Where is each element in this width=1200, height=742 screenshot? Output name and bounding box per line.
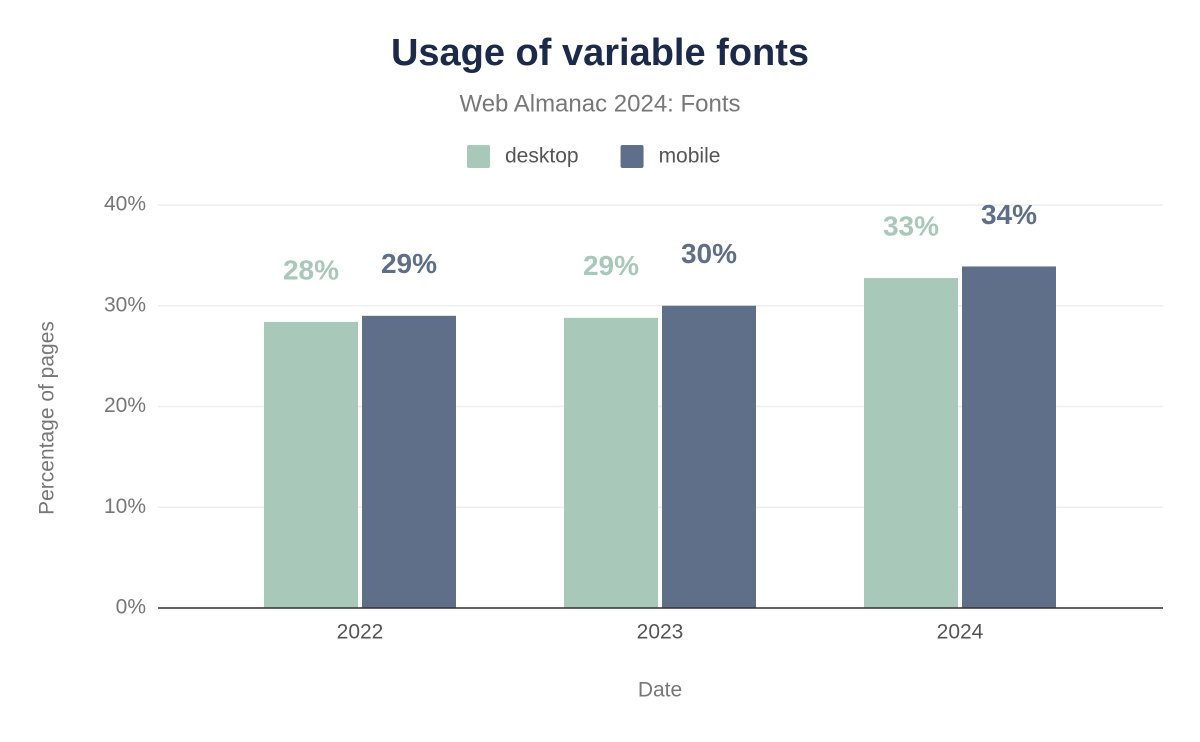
chart-subtitle: Web Almanac 2024: Fonts [459,90,740,117]
bar [662,305,756,608]
y-tick-label: 0% [116,596,146,619]
x-tick-label: 2022 [337,621,384,644]
y-tick-label: 30% [104,293,146,316]
bar [264,321,358,608]
legend-label: desktop [505,145,579,168]
chart-title: Usage of variable fonts [391,32,809,74]
x-axis-label: Date [638,679,682,702]
value-label: 29% [381,248,437,279]
bar [962,266,1056,608]
bar [564,317,658,608]
x-tick-label: 2024 [937,621,984,644]
legend-label: mobile [659,145,721,168]
y-tick-label: 20% [104,394,146,417]
legend-swatch [620,145,644,168]
bar [864,278,958,608]
bar [362,315,456,608]
y-tick-label: 10% [104,495,146,518]
x-tick-label: 2023 [637,621,684,644]
y-axis-label: Percentage of pages [36,321,59,515]
y-tick-label: 40% [104,193,146,216]
legend-swatch [467,145,490,168]
value-label: 30% [681,238,737,269]
value-label: 34% [981,199,1037,230]
value-label: 33% [883,210,939,241]
value-label: 29% [583,250,639,281]
value-label: 28% [283,254,339,285]
